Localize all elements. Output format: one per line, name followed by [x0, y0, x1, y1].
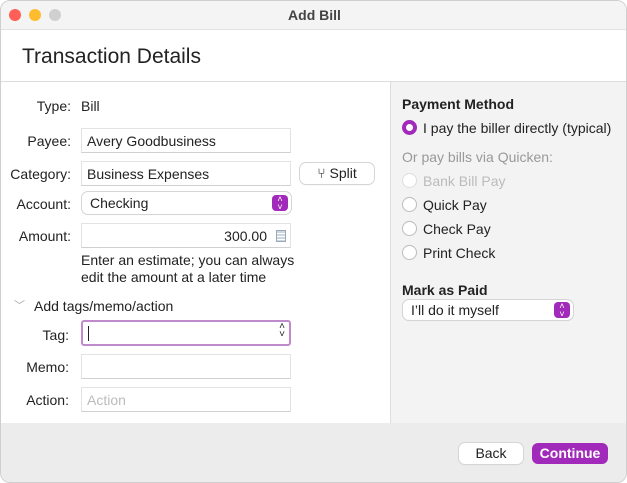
memo-input[interactable] [81, 354, 291, 379]
minimize-button[interactable] [29, 9, 41, 21]
tag-label: Tag: [42, 327, 69, 343]
page-title: Transaction Details [22, 45, 201, 68]
type-value: Bill [81, 98, 100, 114]
radio-bank-bill-pay-label: Bank Bill Pay [423, 173, 506, 189]
amount-label: Amount: [18, 228, 71, 244]
payment-panel [390, 82, 626, 423]
amount-hint-line1: Enter an estimate; you can always [81, 252, 295, 268]
continue-button[interactable]: Continue [532, 443, 608, 464]
back-button[interactable]: Back [459, 443, 523, 464]
tag-combobox[interactable]: ˄ ˅ [81, 320, 291, 346]
type-label: Type: [36, 98, 71, 114]
zoom-button[interactable] [49, 9, 61, 21]
text-cursor [88, 326, 89, 341]
action-label: Action: [26, 392, 69, 408]
window-title: Add Bill [288, 7, 341, 23]
account-select[interactable]: Checking ˄ ˅ [82, 192, 291, 214]
radio-direct-label[interactable]: I pay the biller directly (typical) [423, 120, 612, 136]
title-bar: Add Bill [1, 1, 626, 30]
radio-check-pay-label[interactable]: Check Pay [423, 221, 491, 237]
split-label: Split [329, 165, 357, 181]
chevron-updown-icon: ˄ ˅ [554, 302, 570, 319]
amount-input[interactable]: 300.00 [81, 223, 291, 248]
disclosure-toggle[interactable]: Add tags/memo/action [34, 298, 174, 314]
radio-quick-pay[interactable] [402, 197, 417, 212]
chevron-updown-icon: ˄ ˅ [279, 321, 285, 340]
mark-as-paid-value: I’ll do it myself [411, 302, 499, 318]
chevron-updown-icon: ˄ ˅ [272, 195, 288, 212]
mark-as-paid-select[interactable]: I’ll do it myself ˄ ˅ [403, 300, 573, 320]
account-label: Account: [16, 196, 71, 212]
radio-direct[interactable] [402, 120, 417, 135]
divider [1, 81, 626, 82]
split-icon: ⑂ [317, 165, 330, 181]
radio-bank-bill-pay [402, 173, 417, 188]
radio-print-check[interactable] [402, 245, 417, 260]
via-quicken-label: Or pay bills via Quicken: [402, 149, 553, 165]
radio-check-pay[interactable] [402, 221, 417, 236]
mark-as-paid-heading: Mark as Paid [402, 282, 488, 298]
chevron-down-icon[interactable]: ﹀ [14, 300, 25, 312]
calculator-icon[interactable] [276, 230, 286, 242]
close-button[interactable] [9, 9, 21, 21]
account-value: Checking [90, 195, 149, 211]
split-button[interactable]: ⑂ Split [300, 163, 374, 184]
payee-input[interactable]: Avery Goodbusiness [81, 128, 291, 153]
category-input[interactable]: Business Expenses [81, 161, 291, 186]
payee-label: Payee: [27, 133, 71, 149]
payment-method-heading: Payment Method [402, 96, 515, 112]
memo-label: Memo: [26, 359, 69, 375]
action-input[interactable]: Action [81, 387, 291, 412]
radio-quick-pay-label[interactable]: Quick Pay [423, 197, 487, 213]
radio-print-check-label[interactable]: Print Check [423, 245, 496, 261]
amount-hint-line2: edit the amount at a later time [81, 269, 267, 285]
category-label: Category: [10, 166, 71, 182]
